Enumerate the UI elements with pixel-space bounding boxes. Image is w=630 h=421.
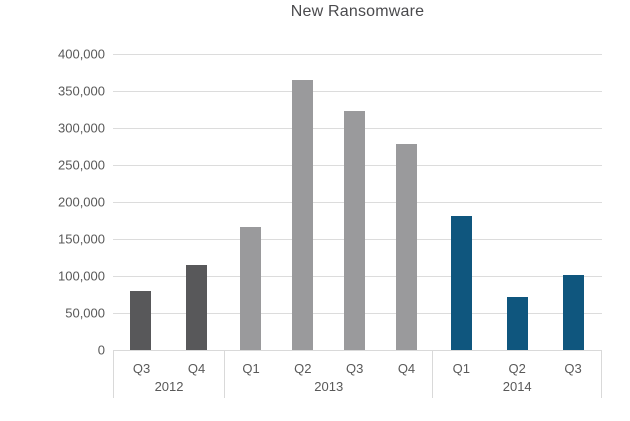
bar-slot [546,54,602,350]
bar-q3-2013 [344,110,366,350]
x-group-2013: Q1 Q2 Q3 Q4 2013 [224,351,432,398]
plot-area [113,54,602,351]
bar-group-2012 [113,54,224,350]
y-tick-label: 150,000 [58,231,105,247]
quarter-label: Q4 [187,360,206,376]
bar-group-2014 [433,54,602,350]
x-axis: Q3 Q4 2012 Q1 Q2 Q3 Q4 2013 Q1 Q2 Q3 2014 [113,351,603,398]
quarter-label: Q1 [452,360,470,376]
quarter-label: Q1 [242,360,260,376]
bar-slot [329,54,381,350]
x-group-2012: Q3 Q4 2012 [113,351,224,398]
quarter-label: Q3 [132,360,151,376]
bar-slot [489,54,545,350]
bar-slot [433,54,489,350]
y-axis: 0 50,000 100,000 150,000 200,000 250,000 300,0… [20,47,105,358]
y-tick-label: 200,000 [58,194,105,210]
bar-slot [276,54,328,350]
bar-q1-2013 [239,227,261,350]
bar-slot [381,54,433,350]
y-tick-label: 250,000 [58,157,105,173]
y-tick-label: 50,000 [65,305,105,321]
quarter-label-row: Q1 Q2 Q3 [433,351,601,379]
y-tick-label: 300,000 [58,120,105,136]
year-label: 2013 [314,379,344,394]
bar-q4-2012 [185,264,207,350]
bar-q1-2014 [450,216,472,350]
bar-q4-2013 [396,144,418,350]
quarter-label: Q3 [345,360,364,376]
bars [113,54,602,350]
y-tick-label: 100,000 [58,268,105,284]
bar-q2-2013 [291,79,313,350]
gridline [113,54,602,55]
quarter-label: Q4 [397,360,416,376]
year-label: 2012 [154,379,184,394]
bar-group-2013 [224,54,433,350]
x-group-2014: Q1 Q2 Q3 2014 [432,351,603,398]
y-tick-label: 350,000 [58,83,105,99]
quarter-label: Q3 [564,360,582,376]
bar-q3-2014 [563,275,585,350]
quarter-label: Q2 [294,360,312,376]
bar-q2-2014 [506,297,528,350]
quarter-label: Q2 [508,360,526,376]
bar-q3-2012 [130,290,152,350]
gridline [113,91,602,92]
year-label: 2014 [502,379,532,394]
quarter-label-row: Q3 Q4 [114,351,224,379]
quarter-label-row: Q1 Q2 Q3 Q4 [225,351,432,379]
y-tick-label: 0 [97,342,105,358]
bar-slot [224,54,276,350]
bar-slot [169,54,225,350]
bar-slot [113,54,169,350]
chart-title: New Ransomware [290,3,425,20]
y-tick-label: 400,000 [58,46,105,62]
